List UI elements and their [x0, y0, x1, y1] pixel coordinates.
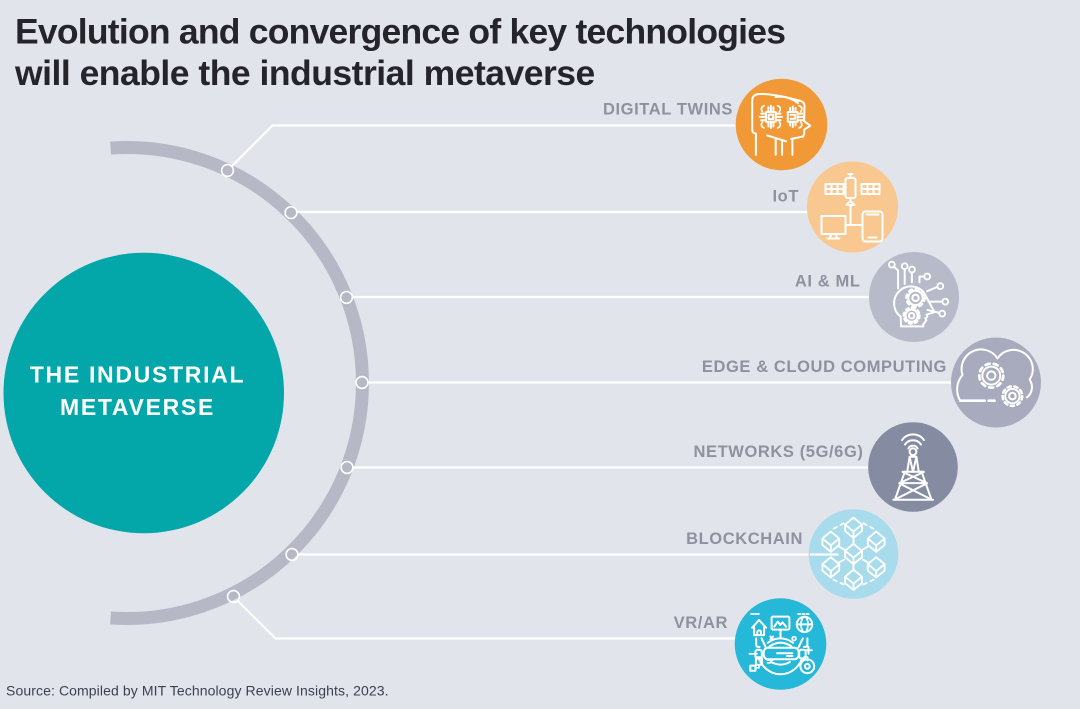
svg-text:IoT: IoT	[772, 188, 799, 206]
svg-text:METAVERSE: METAVERSE	[60, 394, 215, 420]
svg-text:EDGE & CLOUD COMPUTING: EDGE & CLOUD COMPUTING	[702, 358, 947, 376]
svg-text:NETWORKS (5G/6G): NETWORKS (5G/6G)	[693, 443, 863, 461]
svg-text:will enable the industrial met: will enable the industrial metaverse	[14, 53, 595, 93]
svg-text:THE INDUSTRIAL: THE INDUSTRIAL	[30, 362, 245, 388]
svg-text:AI & ML: AI & ML	[795, 273, 861, 291]
svg-text:DIGITAL TWINS: DIGITAL TWINS	[603, 101, 733, 119]
svg-text:VR/AR: VR/AR	[674, 614, 728, 632]
svg-text:Evolution and convergence of k: Evolution and convergence of key technol…	[15, 12, 785, 52]
svg-text:Source: Compiled by MIT Techno: Source: Compiled by MIT Technology Revie…	[6, 683, 389, 699]
svg-text:BLOCKCHAIN: BLOCKCHAIN	[686, 530, 803, 548]
